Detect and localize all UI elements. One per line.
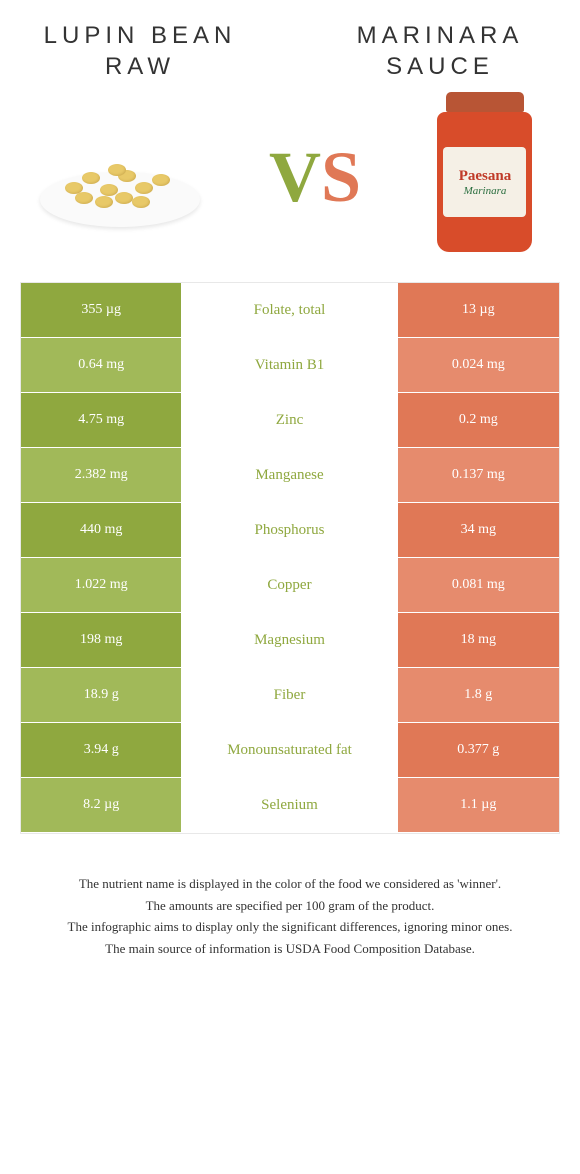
beans-icon [60,162,180,207]
nutrient-name: Copper [182,558,397,613]
value-left: 8.2 µg [21,778,182,833]
value-left: 355 µg [21,283,182,338]
value-left: 0.64 mg [21,338,182,393]
title-left: LUPIN BEANRAW [40,20,240,82]
nutrient-name: Monounsaturated fat [182,723,397,778]
table-row: 3.94 gMonounsaturated fat0.377 g [21,723,559,778]
value-right: 0.081 mg [398,558,559,613]
jar-icon: Paesana Marinara [437,92,532,252]
value-left: 2.382 mg [21,448,182,503]
value-right: 1.8 g [398,668,559,723]
food-image-right: Paesana Marinara [420,92,550,262]
vs-v: V [269,136,321,219]
value-right: 34 mg [398,503,559,558]
table-row: 198 mgMagnesium18 mg [21,613,559,668]
value-right: 0.377 g [398,723,559,778]
table-row: 1.022 mgCopper0.081 mg [21,558,559,613]
table-row: 18.9 gFiber1.8 g [21,668,559,723]
food-image-left [30,117,210,237]
value-left: 3.94 g [21,723,182,778]
footer-line: The infographic aims to display only the… [30,917,550,937]
table-row: 0.64 mgVitamin B10.024 mg [21,338,559,393]
value-left: 4.75 mg [21,393,182,448]
vs-label: VS [269,136,361,219]
footer-line: The nutrient name is displayed in the co… [30,874,550,894]
value-left: 198 mg [21,613,182,668]
table-row: 2.382 mgManganese0.137 mg [21,448,559,503]
value-left: 440 mg [21,503,182,558]
nutrient-name: Selenium [182,778,397,833]
value-left: 1.022 mg [21,558,182,613]
value-right: 1.1 µg [398,778,559,833]
footer-notes: The nutrient name is displayed in the co… [0,834,580,958]
nutrient-name: Phosphorus [182,503,397,558]
nutrient-name: Manganese [182,448,397,503]
jar-brand: Paesana [459,168,512,185]
header: LUPIN BEANRAW MARINARASAUCE [0,0,580,92]
footer-line: The amounts are specified per 100 gram o… [30,896,550,916]
footer-line: The main source of information is USDA F… [30,939,550,959]
value-right: 13 µg [398,283,559,338]
image-row: VS Paesana Marinara [0,92,580,282]
value-right: 0.137 mg [398,448,559,503]
table-row: 440 mgPhosphorus34 mg [21,503,559,558]
nutrient-name: Vitamin B1 [182,338,397,393]
table-row: 355 µgFolate, total13 µg [21,283,559,338]
nutrient-table: 355 µgFolate, total13 µg0.64 mgVitamin B… [20,282,560,834]
vs-s: S [321,136,361,219]
table-row: 8.2 µgSelenium1.1 µg [21,778,559,833]
value-right: 18 mg [398,613,559,668]
nutrient-name: Magnesium [182,613,397,668]
value-right: 0.024 mg [398,338,559,393]
value-right: 0.2 mg [398,393,559,448]
table-row: 4.75 mgZinc0.2 mg [21,393,559,448]
nutrient-name: Zinc [182,393,397,448]
nutrient-name: Fiber [182,668,397,723]
jar-sub: Marinara [464,185,507,197]
value-left: 18.9 g [21,668,182,723]
nutrient-name: Folate, total [182,283,397,338]
title-right: MARINARASAUCE [340,20,540,82]
